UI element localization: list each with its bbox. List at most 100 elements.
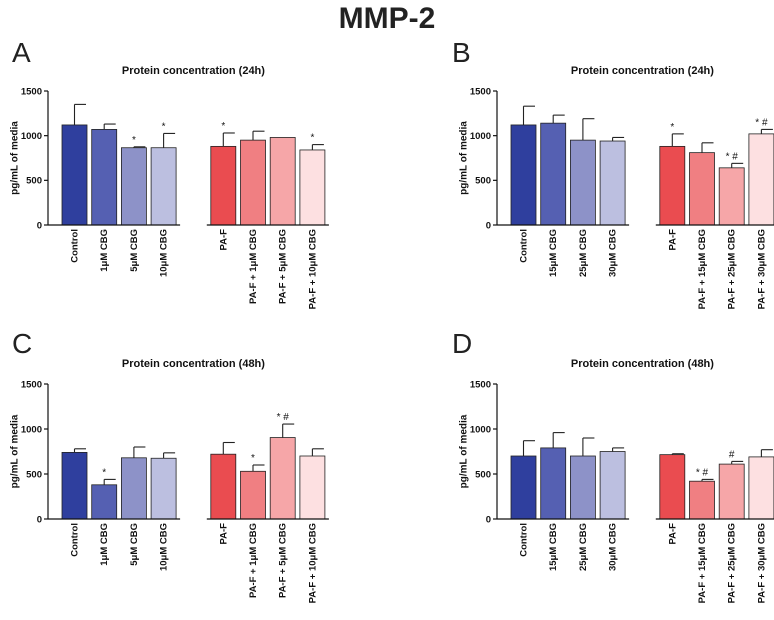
x-tick-label: PA-F + 1μM CBG	[248, 523, 259, 598]
significance-label: *	[221, 121, 225, 132]
x-tick-label: PA-F + 15μM CBG	[697, 523, 708, 603]
bar	[150, 147, 177, 226]
x-tick-label: 30μM CBG	[608, 523, 619, 571]
bar	[91, 129, 118, 226]
y-axis-label: pg/mL of media	[459, 414, 470, 488]
y-tick-label: 0	[486, 514, 491, 525]
chart-title: Protein concentration (24h)	[122, 65, 265, 77]
x-tick-label: 5μM CBG	[129, 523, 140, 566]
y-tick-label: 1000	[21, 424, 42, 435]
significance-label: #	[729, 449, 735, 460]
chart-panel-d: D Protein concentration (48h) pg/mL of med…	[452, 328, 774, 603]
bar	[659, 145, 686, 226]
bar	[210, 145, 237, 226]
y-tick-label: 1500	[21, 379, 42, 390]
x-tick-label: PA-F + 30μM CBG	[756, 229, 767, 309]
x-tick-label: 5μM CBG	[129, 229, 140, 272]
bar	[269, 137, 296, 226]
x-tick-label: PA-F + 30μM CBG	[756, 523, 767, 603]
bar	[718, 463, 745, 520]
y-tick-label: 1500	[470, 86, 491, 97]
bar	[269, 437, 296, 520]
panel-label: A	[12, 37, 31, 68]
significance-label: *	[162, 121, 166, 132]
significance-label: *	[251, 453, 255, 464]
bar	[210, 453, 237, 520]
bar	[299, 149, 326, 226]
x-tick-label: Control	[70, 523, 81, 557]
y-tick-label: 0	[37, 220, 42, 231]
bar	[540, 447, 567, 520]
y-axis-label: pg/mL of media	[10, 414, 21, 488]
bar	[718, 167, 745, 226]
bar	[599, 140, 626, 226]
y-tick-label: 1500	[470, 379, 491, 390]
x-tick-label: PA-F + 5μM CBG	[278, 229, 289, 304]
x-tick-label: 25μM CBG	[578, 229, 589, 277]
bar	[299, 455, 326, 520]
bar	[570, 455, 596, 520]
x-tick-label: PA-F + 10μM CBG	[307, 229, 318, 309]
y-tick-label: 500	[26, 469, 42, 480]
bar	[748, 133, 774, 226]
bar	[91, 484, 118, 520]
x-tick-label: PA-F + 15μM CBG	[697, 229, 708, 309]
significance-label: * #	[755, 117, 768, 128]
x-tick-label: 30μM CBG	[608, 229, 619, 277]
panel-label: D	[452, 328, 472, 359]
y-tick-label: 500	[26, 176, 42, 187]
y-tick-label: 500	[475, 176, 491, 187]
y-axis-label: pg/mL of media	[10, 121, 21, 195]
bar	[689, 480, 715, 520]
y-axis-label: pg/mL of media	[459, 121, 470, 195]
y-tick-label: 1000	[470, 424, 491, 435]
panel-label: B	[452, 37, 471, 68]
panel-label: C	[12, 328, 32, 359]
x-tick-label: PA-F	[218, 229, 229, 251]
bar	[240, 139, 266, 226]
significance-label: *	[310, 133, 314, 144]
bar	[510, 455, 537, 520]
y-tick-label: 1500	[21, 86, 42, 97]
x-tick-label: 10μM CBG	[159, 523, 170, 571]
chart-title: Protein concentration (48h)	[571, 358, 714, 370]
chart-title: Protein concentration (48h)	[122, 358, 265, 370]
significance-label: * #	[696, 467, 709, 478]
bar	[61, 451, 88, 520]
bar	[689, 152, 715, 226]
chart-panel-c: C Protein concentration (48h) pg/mL of med…	[10, 328, 329, 603]
significance-label: * #	[277, 412, 290, 423]
bar	[599, 451, 626, 520]
chart-panel-a: A Protein concentration (24h) pg/mL of med…	[10, 37, 329, 309]
x-tick-label: Control	[519, 229, 530, 263]
x-tick-label: PA-F	[667, 229, 678, 251]
y-tick-label: 1000	[21, 131, 42, 142]
x-tick-label: PA-F + 25μM CBG	[727, 523, 738, 603]
x-tick-label: PA-F	[218, 523, 229, 545]
bar	[240, 470, 266, 520]
x-tick-label: PA-F	[667, 523, 678, 545]
x-tick-label: 25μM CBG	[578, 523, 589, 571]
x-tick-label: PA-F + 5μM CBG	[278, 523, 289, 598]
y-tick-label: 0	[37, 514, 42, 525]
x-tick-label: 15μM CBG	[548, 229, 559, 277]
bar	[748, 456, 774, 520]
bar	[659, 454, 686, 520]
significance-label: * #	[726, 151, 739, 162]
x-tick-label: 1μM CBG	[99, 229, 110, 272]
x-tick-label: 10μM CBG	[159, 229, 170, 277]
significance-label: *	[670, 122, 674, 133]
x-tick-label: PA-F + 25μM CBG	[727, 229, 738, 309]
x-tick-label: Control	[70, 229, 81, 263]
bar	[61, 124, 88, 226]
x-tick-label: PA-F + 10μM CBG	[307, 523, 318, 603]
chart-title: Protein concentration (24h)	[571, 65, 714, 77]
x-tick-label: Control	[519, 523, 530, 557]
bar	[150, 457, 177, 520]
bar	[121, 457, 147, 520]
chart-panel-b: B Protein concentration (24h) pg/mL of med…	[452, 37, 774, 309]
significance-label: *	[102, 467, 106, 478]
x-tick-label: PA-F + 1μM CBG	[248, 229, 259, 304]
bar	[121, 147, 147, 226]
